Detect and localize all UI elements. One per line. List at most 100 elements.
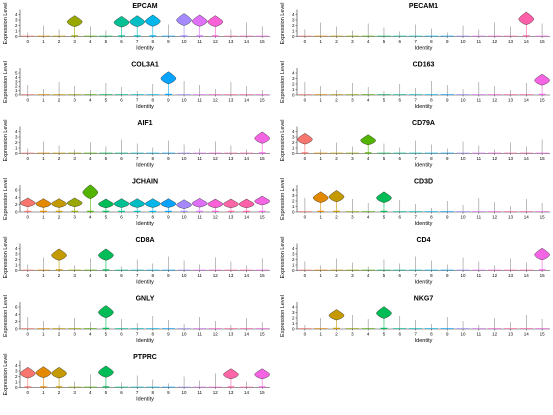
x-axis-label: Identity — [415, 280, 433, 286]
violin-base — [380, 327, 388, 329]
violin-base — [393, 94, 407, 95]
violin-base — [503, 328, 518, 329]
violin-base — [361, 94, 375, 95]
x-tick-label: 0 — [304, 156, 307, 161]
violin-7 — [129, 15, 145, 27]
violin-base — [240, 94, 254, 95]
panel-title: AIF1 — [137, 120, 152, 127]
violin-base — [36, 328, 50, 329]
violin-base — [130, 152, 144, 154]
y-tick-label: 0 — [292, 327, 295, 332]
x-tick-label: 1 — [42, 39, 45, 44]
x-axis-label: Identity — [415, 338, 433, 344]
violin-base — [440, 152, 454, 154]
x-tick-label: 9 — [446, 98, 449, 103]
x-tick-label: 15 — [540, 332, 546, 337]
violin-9 — [160, 198, 177, 208]
x-tick-label: 10 — [182, 215, 188, 220]
x-tick-label: 15 — [260, 98, 266, 103]
violin-base — [503, 211, 518, 212]
x-tick-label: 6 — [120, 332, 123, 337]
x-tick-label: 9 — [167, 390, 170, 395]
violin-base — [40, 386, 47, 388]
violin-base — [52, 328, 66, 329]
x-tick-label: 13 — [508, 273, 514, 278]
x-tick-label: 13 — [508, 215, 514, 220]
violin-base — [208, 94, 222, 95]
y-axis-label: Expression Level — [280, 3, 286, 45]
x-tick-label: 11 — [477, 273, 482, 278]
y-tick-label: 2 — [15, 257, 18, 262]
x-tick-label: 13 — [228, 39, 234, 44]
x-tick-label: 14 — [244, 98, 250, 103]
y-tick-label: 4 — [15, 195, 18, 200]
violin-4 — [360, 134, 376, 146]
violin-base — [24, 210, 32, 212]
violin-base — [361, 211, 375, 212]
y-tick-label: 0 — [15, 327, 18, 332]
x-tick-label: 4 — [89, 98, 92, 103]
x-tick-label: 3 — [73, 39, 76, 44]
x-tick-label: 3 — [351, 273, 354, 278]
violin-15 — [254, 368, 270, 380]
panel-title: JCHAIN — [132, 179, 158, 186]
y-tick-label: 4 — [292, 246, 295, 251]
violin-base — [456, 35, 470, 37]
violin-base — [224, 328, 238, 329]
violin-base — [36, 94, 50, 95]
y-tick-label: 3 — [292, 310, 295, 315]
x-tick-label: 9 — [446, 39, 449, 44]
violin-base — [146, 152, 160, 154]
x-tick-label: 3 — [73, 273, 76, 278]
y-tick-label: 3 — [292, 193, 295, 198]
x-tick-label: 1 — [319, 215, 322, 220]
x-tick-label: 9 — [167, 273, 170, 278]
x-tick-label: 2 — [58, 390, 61, 395]
violin-6 — [113, 16, 130, 28]
x-tick-label: 13 — [228, 273, 234, 278]
x-tick-label: 0 — [27, 39, 30, 44]
violin-base — [86, 210, 94, 212]
violin-base — [408, 269, 423, 271]
violin-base — [519, 328, 533, 329]
violin-base — [99, 94, 113, 95]
violin-base — [193, 386, 207, 388]
x-tick-label: 7 — [136, 156, 139, 161]
x-tick-label: 9 — [167, 39, 170, 44]
x-tick-label: 1 — [42, 273, 45, 278]
panel-title: CD163 — [413, 62, 435, 69]
violin-base — [196, 210, 204, 212]
y-axis-label: Expression Level — [3, 295, 9, 337]
x-tick-label: 0 — [304, 39, 307, 44]
y-tick-label: 1 — [15, 263, 18, 268]
y-axis-label: Expression Level — [280, 178, 286, 220]
panel-title: COL3A1 — [131, 62, 159, 69]
x-tick-label: 14 — [524, 156, 530, 161]
violin-base — [115, 152, 129, 154]
violin-base — [193, 152, 207, 154]
violin-base — [161, 328, 175, 329]
x-tick-label: 7 — [414, 39, 417, 44]
x-tick-label: 14 — [524, 273, 530, 278]
y-tick-label: 6 — [15, 305, 18, 310]
violin-base — [21, 269, 35, 271]
violin-base — [440, 269, 454, 271]
y-tick-label: 2 — [15, 202, 18, 207]
x-tick-label: 12 — [492, 273, 498, 278]
violin-base — [472, 328, 486, 329]
x-tick-label: 6 — [120, 156, 123, 161]
y-axis-label: Expression Level — [3, 354, 9, 396]
x-axis-label: Identity — [136, 338, 154, 344]
y-tick-label: 1 — [15, 29, 18, 34]
x-tick-label: 14 — [524, 332, 530, 337]
violin-base — [380, 210, 388, 212]
x-tick-label: 11 — [477, 215, 482, 220]
violin-base — [36, 152, 50, 154]
violin-base — [522, 35, 530, 37]
x-axis-label: Identity — [136, 221, 154, 227]
violin-base — [456, 94, 470, 95]
x-tick-label: 4 — [89, 332, 92, 337]
violin-base — [146, 386, 160, 388]
